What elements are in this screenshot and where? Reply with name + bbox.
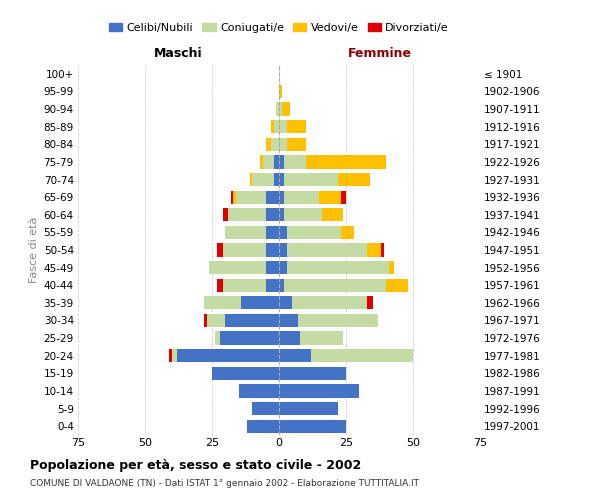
Bar	[266, 208, 279, 222]
Bar	[311, 349, 413, 362]
Bar	[204, 296, 241, 310]
Bar	[223, 208, 228, 222]
Bar	[279, 120, 287, 134]
Bar	[287, 244, 367, 256]
Bar	[279, 138, 287, 151]
Bar	[226, 226, 266, 239]
Bar	[274, 156, 279, 168]
Bar	[279, 349, 311, 362]
Bar	[223, 244, 266, 256]
Bar	[279, 261, 287, 274]
Bar	[279, 190, 284, 204]
Bar	[292, 296, 367, 310]
Legend: Celibi/Nubili, Coniugati/e, Vedovi/e, Divorziati/e: Celibi/Nubili, Coniugati/e, Vedovi/e, Di…	[104, 19, 454, 38]
Bar	[386, 278, 407, 292]
Bar	[241, 296, 279, 310]
Bar	[279, 332, 301, 344]
Bar	[277, 102, 279, 116]
Bar	[220, 332, 279, 344]
Bar	[279, 420, 346, 433]
Text: Popolazione per età, sesso e stato civile - 2002: Popolazione per età, sesso e stato civil…	[30, 459, 361, 472]
Bar	[298, 314, 378, 327]
Bar	[215, 332, 220, 344]
Bar	[389, 261, 394, 274]
Y-axis label: Fasce di età: Fasce di età	[29, 217, 40, 283]
Bar	[279, 102, 281, 116]
Bar	[172, 349, 177, 362]
Bar	[236, 190, 266, 204]
Bar	[266, 278, 279, 292]
Bar	[263, 156, 274, 168]
Bar	[217, 278, 223, 292]
Bar	[212, 366, 279, 380]
Bar	[274, 120, 279, 134]
Bar	[279, 384, 359, 398]
Bar	[217, 244, 223, 256]
Bar	[306, 156, 386, 168]
Bar	[204, 314, 206, 327]
Bar	[279, 366, 346, 380]
Bar	[367, 296, 373, 310]
Bar	[341, 190, 346, 204]
Bar	[279, 156, 284, 168]
Bar	[279, 173, 284, 186]
Bar	[252, 173, 274, 186]
Bar	[233, 190, 236, 204]
Bar	[319, 190, 341, 204]
Bar	[274, 173, 279, 186]
Bar	[209, 261, 266, 274]
Bar	[247, 420, 279, 433]
Bar	[239, 384, 279, 398]
Bar	[226, 314, 279, 327]
Bar	[231, 190, 233, 204]
Bar	[279, 296, 292, 310]
Bar	[284, 278, 386, 292]
Bar	[287, 261, 389, 274]
Bar	[367, 244, 381, 256]
Bar	[279, 85, 281, 98]
Bar	[338, 173, 370, 186]
Bar	[252, 402, 279, 415]
Bar	[281, 102, 290, 116]
Bar	[279, 226, 287, 239]
Bar	[260, 156, 263, 168]
Bar	[266, 226, 279, 239]
Bar	[322, 208, 343, 222]
Bar	[284, 208, 322, 222]
Text: Femmine: Femmine	[347, 46, 412, 60]
Bar	[223, 278, 266, 292]
Bar	[266, 190, 279, 204]
Bar	[287, 226, 341, 239]
Bar	[301, 332, 343, 344]
Bar	[266, 261, 279, 274]
Bar	[279, 278, 284, 292]
Bar	[169, 349, 172, 362]
Bar	[271, 120, 274, 134]
Bar	[271, 138, 279, 151]
Bar	[266, 244, 279, 256]
Bar	[250, 173, 252, 186]
Bar	[279, 402, 338, 415]
Bar	[381, 244, 383, 256]
Bar	[177, 349, 279, 362]
Bar	[206, 314, 226, 327]
Bar	[284, 156, 306, 168]
Bar	[287, 120, 306, 134]
Bar	[279, 314, 298, 327]
Bar	[266, 138, 271, 151]
Bar	[279, 244, 287, 256]
Text: COMUNE DI VALDAONE (TN) - Dati ISTAT 1° gennaio 2002 - Elaborazione TUTTITALIA.I: COMUNE DI VALDAONE (TN) - Dati ISTAT 1° …	[30, 479, 419, 488]
Bar	[284, 173, 338, 186]
Bar	[228, 208, 266, 222]
Text: Maschi: Maschi	[154, 46, 203, 60]
Bar	[287, 138, 306, 151]
Bar	[284, 190, 319, 204]
Bar	[341, 226, 354, 239]
Bar	[279, 208, 284, 222]
